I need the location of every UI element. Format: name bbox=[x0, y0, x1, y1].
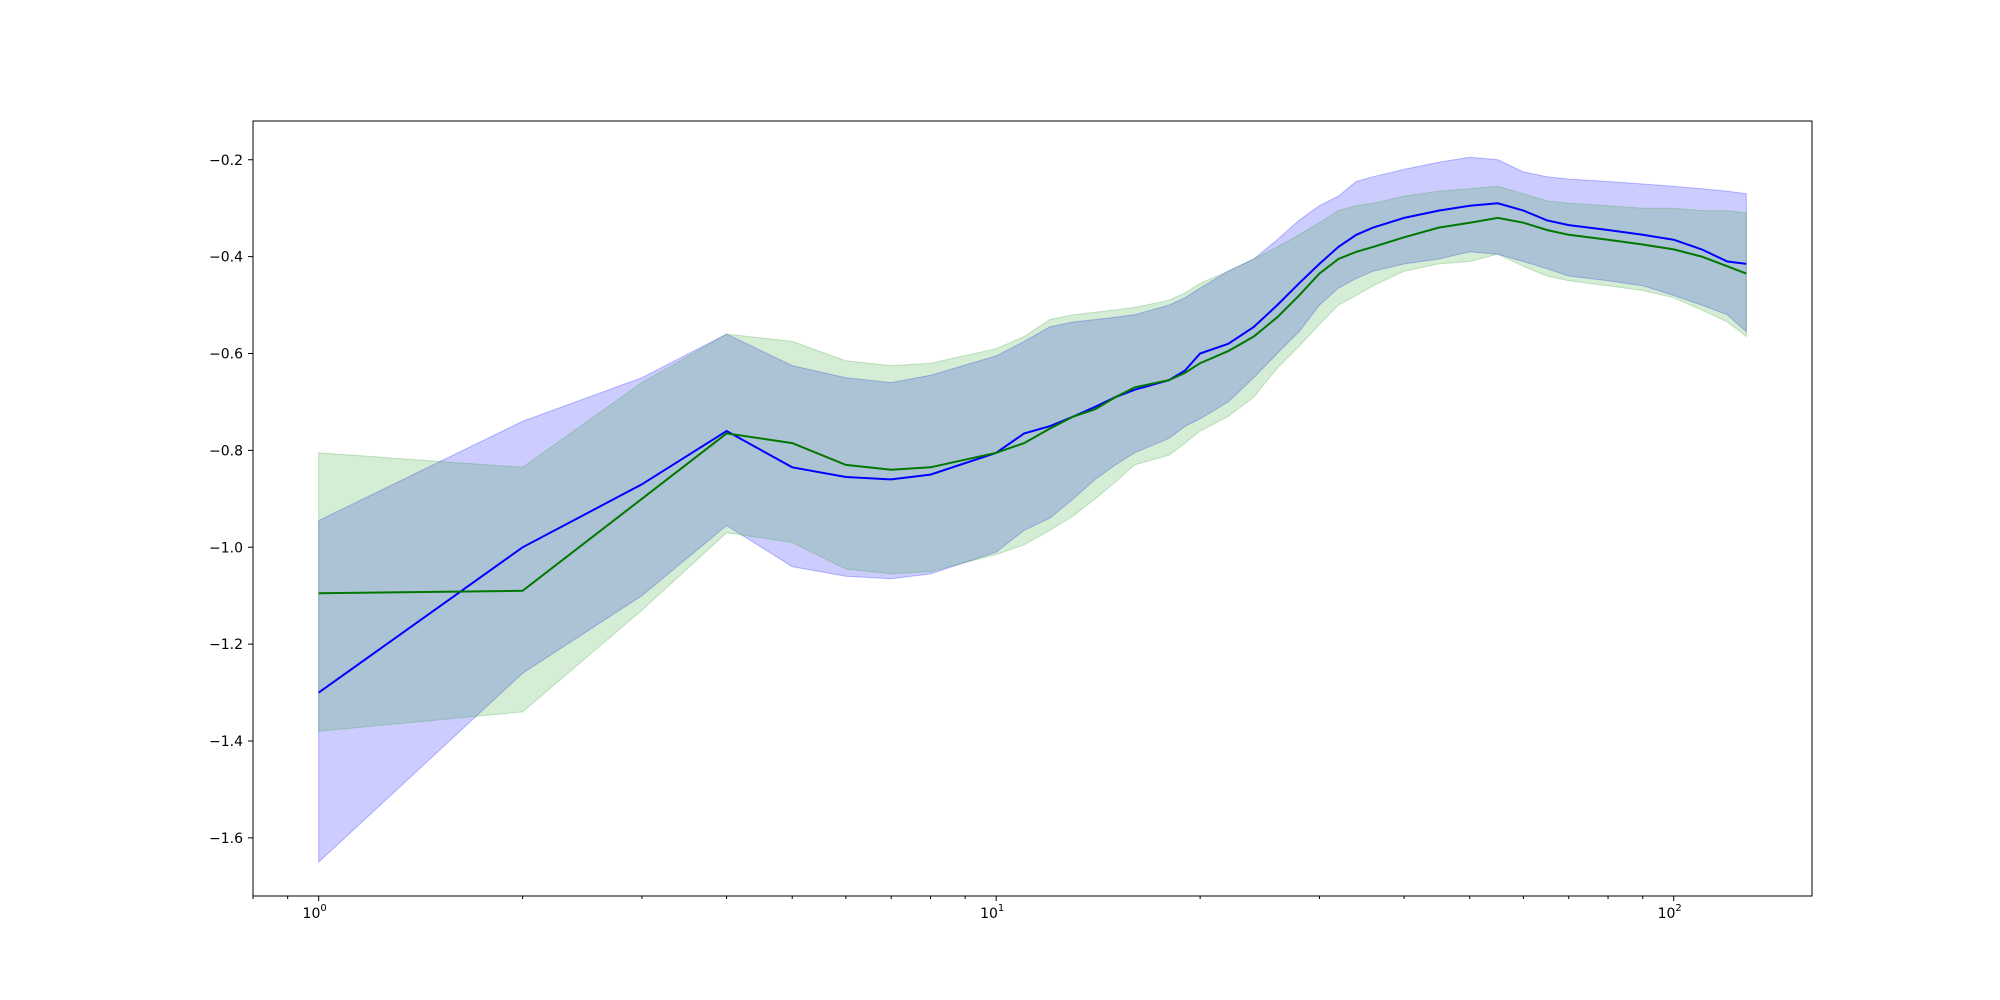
x-tick-label: 100 bbox=[303, 903, 327, 922]
y-tick-label: −0.6 bbox=[209, 347, 243, 363]
y-tick-label: −1.4 bbox=[209, 734, 243, 750]
confidence-bands bbox=[318, 156, 1747, 864]
y-tick-label: −1.0 bbox=[209, 540, 243, 556]
y-tick-label: −1.6 bbox=[209, 831, 243, 847]
line-series-2 bbox=[318, 216, 1747, 595]
y-tick-label: −0.8 bbox=[209, 443, 243, 459]
plot-frame bbox=[252, 120, 1813, 897]
x-tick-label: 102 bbox=[1658, 903, 1682, 922]
y-tick-label: −0.2 bbox=[209, 153, 243, 169]
band-series-2 bbox=[318, 185, 1747, 732]
y-axis: −1.6 −1.4 −1.2 −1.0 −0.8 −0.6 −0.4 −0.2 bbox=[209, 153, 253, 847]
x-tick-label: 101 bbox=[980, 903, 1004, 922]
y-tick-label: −0.4 bbox=[209, 250, 243, 266]
band-series-1 bbox=[318, 156, 1747, 864]
series-lines bbox=[318, 202, 1747, 694]
y-tick-label: −1.2 bbox=[209, 637, 243, 653]
x-axis: 100 101 102 bbox=[252, 896, 1682, 922]
line-series-1 bbox=[318, 202, 1747, 694]
